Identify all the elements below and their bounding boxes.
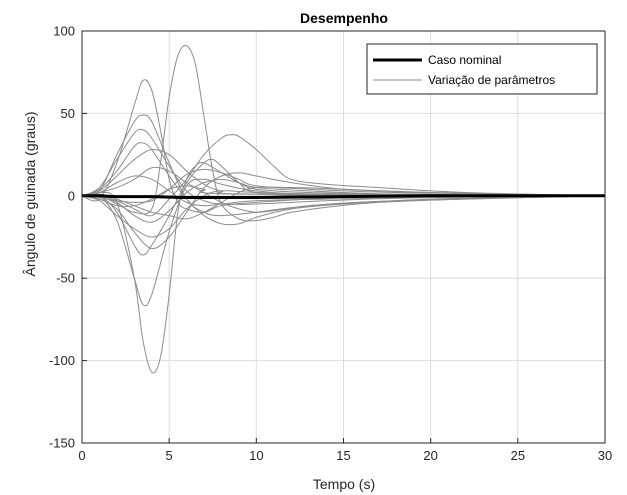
x-tick-label: 20: [423, 448, 437, 463]
series-line-variation: [81, 79, 606, 213]
y-tick-label: -50: [56, 271, 75, 286]
x-tick-label: 5: [166, 448, 173, 463]
series-line-variation: [81, 186, 606, 220]
series-line-variation: [81, 190, 606, 238]
y-tick-label: -100: [49, 353, 75, 368]
series-line-variation: [81, 128, 606, 205]
series-line-variation: [81, 185, 606, 208]
x-tick-label: 10: [249, 448, 263, 463]
series-line-variation: [81, 168, 606, 203]
axis-ticks: 0 5 10 15 20 25 30 -150 -100 -50 0 50 100: [49, 24, 612, 464]
y-tick-label: 0: [68, 188, 75, 203]
series-line-nominal: [81, 194, 605, 200]
legend-label-variation: Variação de parâmetros: [428, 73, 555, 87]
y-tick-label: 50: [61, 106, 75, 121]
x-axis-label: Tempo (s): [313, 476, 375, 492]
x-tick-label: 25: [511, 448, 525, 463]
series-line-variation: [81, 166, 606, 213]
series-line-variation: [81, 175, 606, 207]
series-line-variation: [81, 178, 606, 223]
x-tick-label: 30: [598, 448, 612, 463]
chart-title: Desempenho: [300, 10, 388, 26]
y-tick-label: -150: [49, 436, 75, 451]
x-tick-label: 0: [78, 448, 85, 463]
legend: Caso nominal Variação de parâmetros: [366, 43, 598, 95]
series-line-variation: [81, 134, 606, 217]
series-group: [81, 45, 606, 374]
series-line-variation: [81, 142, 606, 226]
legend-box: [366, 43, 598, 95]
legend-label-nominal: Caso nominal: [428, 53, 501, 67]
x-tick-label: 15: [336, 448, 350, 463]
y-axis-label: Ângulo de guinada (graus): [22, 111, 38, 276]
y-tick-label: 100: [53, 24, 75, 39]
